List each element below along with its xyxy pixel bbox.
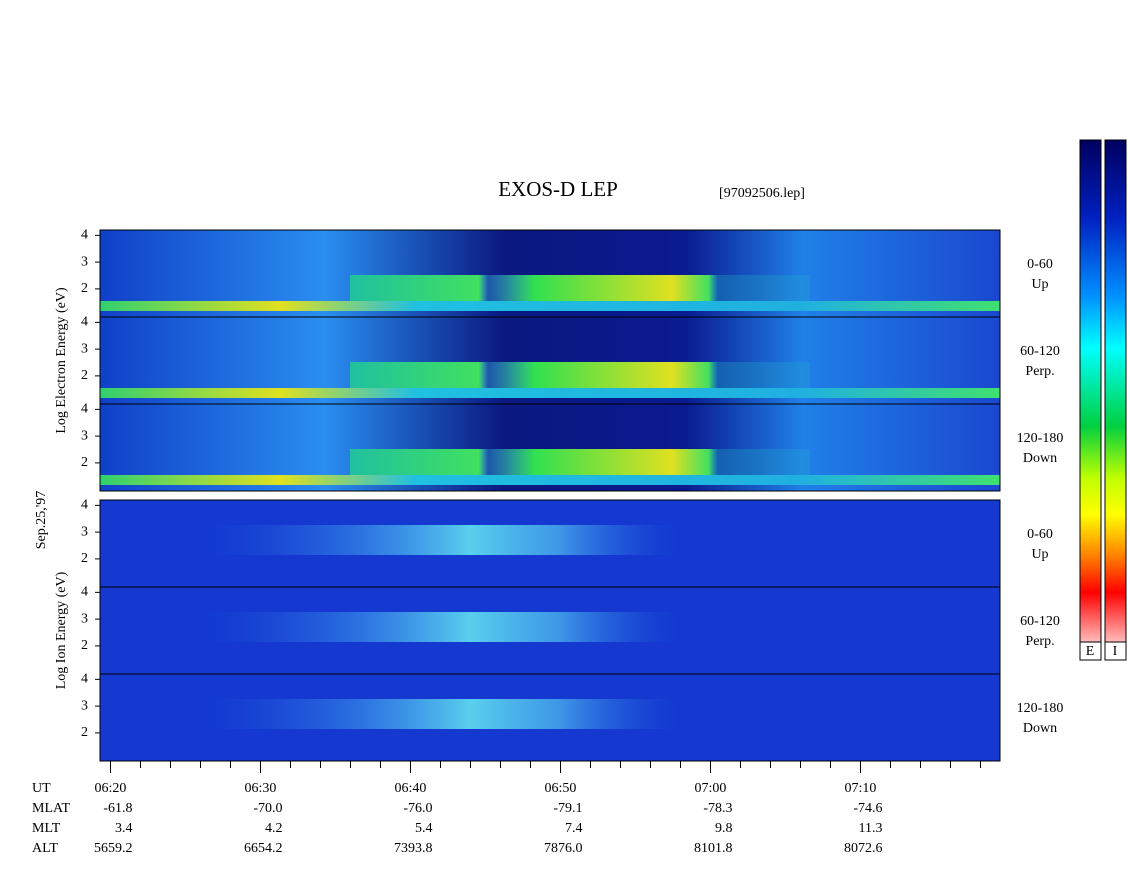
colorbar-label: I bbox=[1113, 644, 1118, 659]
ephemeris-value: -70.0 bbox=[253, 801, 282, 816]
ephemeris-value: 7876.0 bbox=[544, 841, 583, 856]
ephemeris-value: 3.4 bbox=[115, 821, 133, 836]
spectrogram-band bbox=[200, 525, 800, 555]
y-tick-label: 4 bbox=[81, 402, 88, 417]
spectrogram-band bbox=[100, 301, 1000, 311]
x-tick-label: 07:00 bbox=[695, 781, 727, 796]
y-tick-label: 3 bbox=[81, 524, 88, 539]
ephemeris-value: 7.4 bbox=[565, 821, 583, 836]
ephemeris-value: 11.3 bbox=[859, 821, 883, 836]
ephemeris-value: 8101.8 bbox=[694, 841, 733, 856]
ephemeris-value: 7393.8 bbox=[394, 841, 433, 856]
ephemeris-value: -79.1 bbox=[553, 801, 582, 816]
y-tick-label: 2 bbox=[81, 551, 88, 566]
y-tick-label: 4 bbox=[81, 585, 88, 600]
y-tick-label: 4 bbox=[81, 672, 88, 687]
colorbar-label-box bbox=[1104, 641, 1127, 661]
panel-angle: 0-60 bbox=[1027, 527, 1053, 542]
spectrogram-band bbox=[100, 475, 1000, 485]
x-tick-label: 06:50 bbox=[545, 781, 577, 796]
chart-title: EXOS-D LEP bbox=[498, 177, 618, 201]
panel-direction: Down bbox=[1023, 721, 1057, 736]
colorbar bbox=[1104, 139, 1127, 661]
ephemeris-value: 5659.2 bbox=[94, 841, 133, 856]
ephemeris-label: MLT bbox=[32, 821, 61, 836]
y-tick-label: 2 bbox=[81, 725, 88, 740]
spectrogram-band bbox=[100, 388, 1000, 398]
ephemeris-label: MLAT bbox=[32, 801, 71, 816]
y-tick-label: 3 bbox=[81, 428, 88, 443]
y-tick-label: 4 bbox=[81, 498, 88, 513]
panel-direction: Perp. bbox=[1025, 364, 1054, 379]
y-tick-label: 2 bbox=[81, 281, 88, 296]
y-tick-label: 4 bbox=[81, 315, 88, 330]
y-tick-label: 2 bbox=[81, 455, 88, 470]
ephemeris-label: ALT bbox=[32, 841, 58, 856]
group-y-label: Log Electron Energy (eV) bbox=[54, 287, 69, 434]
colorbar bbox=[1079, 139, 1102, 661]
ephemeris-value: -61.8 bbox=[103, 801, 132, 816]
panel-frame bbox=[99, 403, 1001, 492]
x-tick-label: 06:40 bbox=[395, 781, 427, 796]
y-tick-label: 3 bbox=[81, 611, 88, 626]
ephemeris-value: 8072.6 bbox=[844, 841, 883, 856]
ephemeris-value: 5.4 bbox=[415, 821, 433, 836]
x-tick-label: 07:10 bbox=[845, 781, 877, 796]
x-tick-label: 06:20 bbox=[95, 781, 127, 796]
ephemeris-value: -78.3 bbox=[703, 801, 732, 816]
y-tick-label: 2 bbox=[81, 638, 88, 653]
y-tick-label: 4 bbox=[81, 228, 88, 243]
panel-angle: 60-120 bbox=[1020, 614, 1060, 629]
y-tick-label: 3 bbox=[81, 698, 88, 713]
spectrogram-band bbox=[200, 699, 800, 729]
panel-direction: Up bbox=[1031, 547, 1048, 562]
colorbar-label: E bbox=[1086, 644, 1095, 659]
spectrogram-band bbox=[350, 449, 810, 479]
ephemeris-value: -74.6 bbox=[853, 801, 882, 816]
file-label: [97092506.lep] bbox=[719, 186, 805, 201]
panel-angle: 120-180 bbox=[1017, 701, 1064, 716]
panel-direction: Down bbox=[1023, 451, 1057, 466]
panel-angle: 0-60 bbox=[1027, 257, 1053, 272]
ephemeris-value: 9.8 bbox=[715, 821, 733, 836]
y-tick-label: 3 bbox=[81, 341, 88, 356]
y-tick-label: 2 bbox=[81, 368, 88, 383]
spectrogram-band bbox=[350, 362, 810, 392]
spectrogram-band bbox=[200, 612, 800, 642]
ephemeris-value: 4.2 bbox=[265, 821, 283, 836]
panel-angle: 120-180 bbox=[1017, 431, 1064, 446]
panel-direction: Up bbox=[1031, 277, 1048, 292]
ephemeris-value: 6654.2 bbox=[244, 841, 283, 856]
colorbar-label-box bbox=[1079, 641, 1102, 661]
panel-direction: Perp. bbox=[1025, 634, 1054, 649]
ephemeris-label: UT bbox=[32, 781, 51, 796]
y-tick-label: 3 bbox=[81, 254, 88, 269]
panel-angle: 60-120 bbox=[1020, 344, 1060, 359]
group-y-label: Log Ion Energy (eV) bbox=[54, 571, 69, 689]
ephemeris-value: -76.0 bbox=[403, 801, 432, 816]
date-label: Sep.25,'97 bbox=[34, 491, 49, 550]
spectrogram-band bbox=[350, 275, 810, 305]
x-tick-label: 06:30 bbox=[245, 781, 277, 796]
